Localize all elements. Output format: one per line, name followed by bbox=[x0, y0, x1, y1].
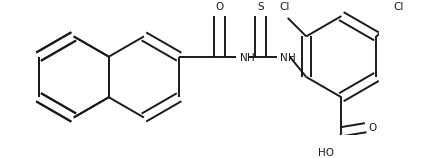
Text: N: N bbox=[280, 53, 288, 63]
Text: O: O bbox=[215, 2, 224, 12]
Text: Cl: Cl bbox=[393, 2, 404, 12]
Text: N: N bbox=[240, 53, 247, 63]
Text: H: H bbox=[288, 53, 295, 63]
Text: O: O bbox=[369, 123, 377, 133]
Text: H: H bbox=[247, 53, 255, 63]
Text: Cl: Cl bbox=[279, 2, 289, 12]
Text: S: S bbox=[257, 2, 264, 12]
Text: HO: HO bbox=[317, 148, 334, 158]
